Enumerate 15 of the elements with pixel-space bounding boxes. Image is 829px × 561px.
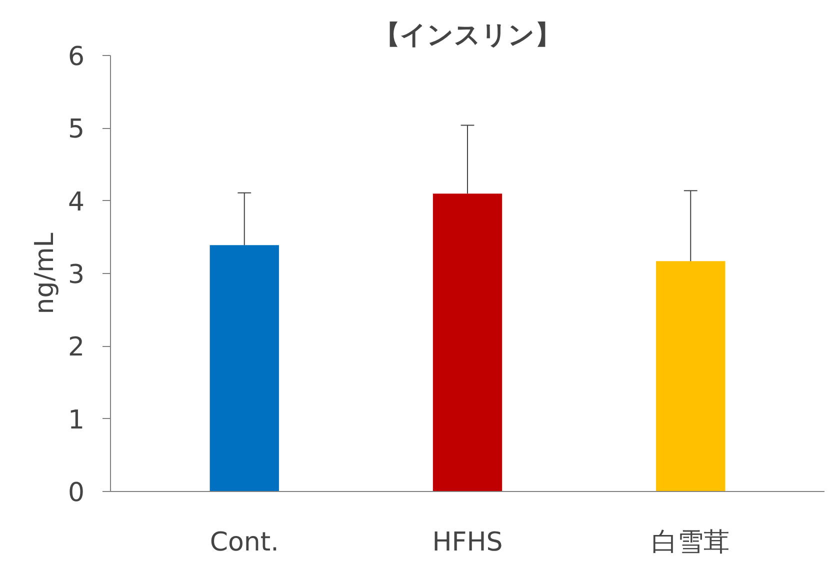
y-tick-label: 4 — [68, 187, 85, 218]
y-tick-label: 2 — [68, 332, 85, 363]
bar — [210, 245, 279, 492]
x-tick-label: Cont. — [210, 528, 279, 558]
y-tick-label: 3 — [68, 260, 85, 290]
x-tick-label: HFHS — [432, 528, 503, 558]
y-tick-label: 5 — [68, 114, 85, 145]
chart-title: 【インスリン】 — [374, 20, 561, 50]
x-tick-label: 白雪茸 — [652, 528, 730, 558]
y-tick-label: 0 — [68, 478, 85, 508]
bar — [656, 261, 726, 492]
y-axis-title: ng/mL — [30, 232, 60, 314]
y-tick-label: 1 — [68, 405, 85, 436]
y-tick-label: 6 — [68, 42, 85, 72]
bar — [432, 194, 502, 492]
